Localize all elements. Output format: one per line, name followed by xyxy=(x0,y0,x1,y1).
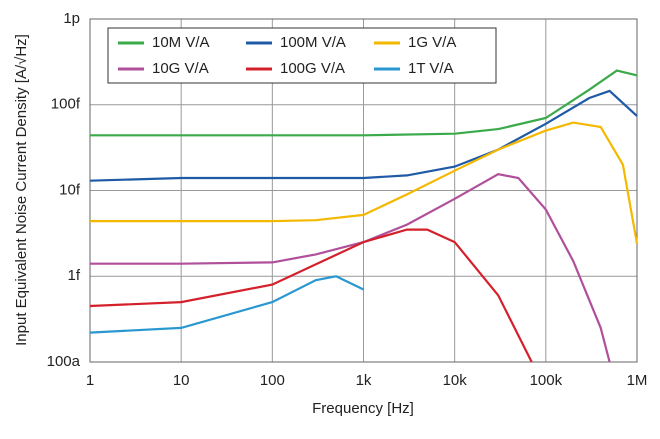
y-tick-label: 1f xyxy=(67,267,80,284)
legend-label: 100M V/A xyxy=(280,34,346,51)
legend-label: 100G V/A xyxy=(280,60,345,77)
y-tick-label: 100a xyxy=(47,353,81,370)
legend-label: 10G V/A xyxy=(152,60,209,77)
legend-label: 10M V/A xyxy=(152,34,210,51)
x-tick-label: 10 xyxy=(173,372,190,389)
series-line xyxy=(90,69,638,137)
y-tick-label: 10f xyxy=(59,181,81,198)
series-line xyxy=(89,228,533,363)
x-tick-label: 100 xyxy=(260,372,285,389)
x-tick-label: 1k xyxy=(356,372,372,389)
y-tick-label: 1p xyxy=(63,10,80,27)
plot-frame xyxy=(89,18,638,363)
y-axis-title: Input Equivalent Noise Current Density [… xyxy=(13,34,30,346)
series-line xyxy=(89,275,364,334)
x-tick-label: 1M xyxy=(627,372,648,389)
series-line xyxy=(90,121,639,244)
legend-label: 1G V/A xyxy=(408,34,456,51)
x-tick-label: 100k xyxy=(530,372,563,389)
y-tick-label: 100f xyxy=(51,96,81,113)
legend-label: 1T V/A xyxy=(408,60,454,77)
x-tick-label: 1 xyxy=(86,372,94,389)
legend-box xyxy=(107,27,497,84)
x-axis-title: Frequency [Hz] xyxy=(312,400,414,417)
x-tick-label: 10k xyxy=(443,372,468,389)
series-line xyxy=(90,173,611,363)
series-line xyxy=(89,89,638,182)
